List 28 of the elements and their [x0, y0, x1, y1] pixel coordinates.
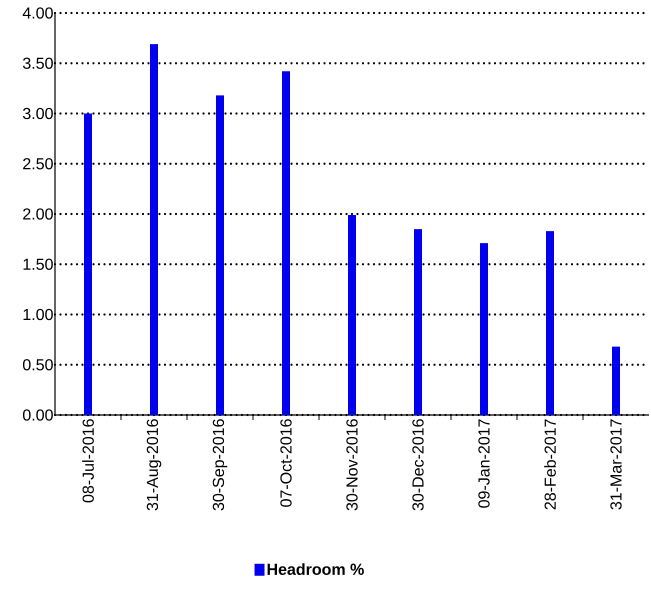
y-tick-label: 2.00 [23, 208, 53, 220]
bar [216, 95, 224, 415]
x-tick-label: 30-Nov-2016 [346, 419, 358, 510]
x-tick-label: 08-Jul-2016 [82, 419, 94, 502]
legend-label: Headroom % [268, 563, 364, 575]
x-tick-label: 31-Aug-2016 [146, 419, 162, 510]
bar [348, 215, 356, 415]
x-tick-label: 28-Feb-2017 [544, 419, 556, 510]
y-tick-label: 2.50 [23, 158, 53, 170]
y-tick-label: 3.50 [22, 58, 53, 69]
x-tick-label: 07-Oct-2016 [280, 419, 292, 507]
bar [84, 114, 92, 415]
y-tick-label: 3.00 [22, 108, 53, 120]
bar [150, 44, 158, 415]
bar [282, 71, 290, 415]
x-tick-label: 31-Mar-2017 [610, 419, 622, 510]
y-tick-label: 4.00 [22, 7, 53, 19]
y-tick-label: 0.00 [22, 409, 53, 421]
bar [480, 243, 488, 415]
bar [546, 231, 554, 415]
x-tick-label: 30-Sep-2016 [212, 419, 228, 510]
y-tick-label: 1.50 [24, 258, 53, 270]
bar [612, 346, 620, 415]
bar [414, 229, 422, 415]
y-tick-label: 1.00 [24, 308, 53, 320]
y-tick-label: 0.50 [22, 359, 53, 370]
x-tick-label: 30-Dec-2016 [412, 419, 424, 510]
x-tick-label: 09-Jan-2017 [478, 419, 490, 508]
